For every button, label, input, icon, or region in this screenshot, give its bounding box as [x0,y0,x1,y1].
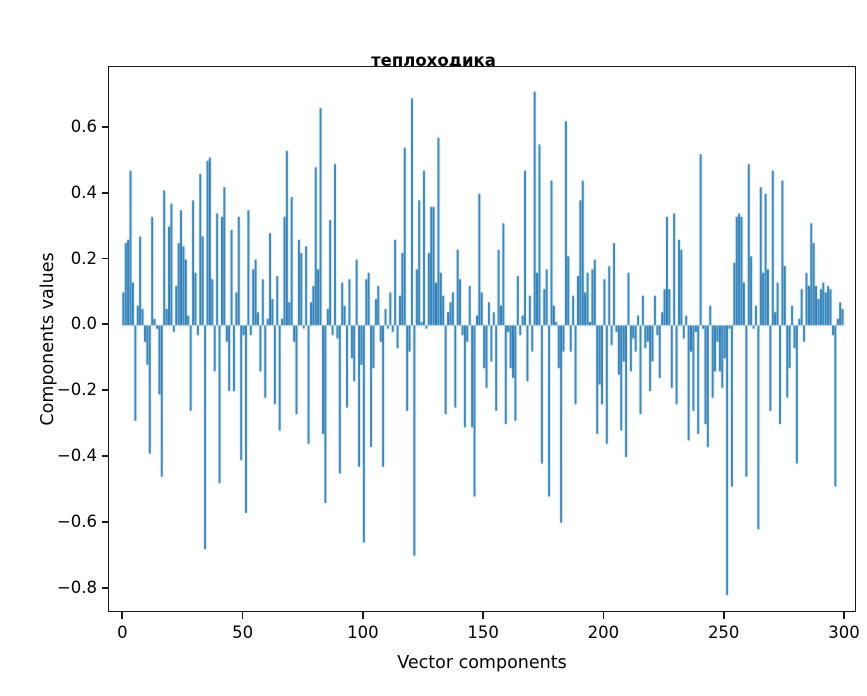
y-tick-label: −0.4 [56,446,97,465]
y-axis-label: Components values [38,252,58,426]
x-tick-label: 250 [707,623,740,642]
x-tick-mark [602,612,605,619]
x-tick-mark [241,612,244,619]
x-tick-label: 300 [828,623,860,642]
y-tick-label: −0.2 [56,380,97,400]
x-axis-label: Vector components [397,653,567,673]
y-tick-label: −0.6 [56,511,97,531]
x-tick-label: 0 [117,623,128,642]
x-tick-label: 50 [232,623,254,642]
bar-series [109,67,855,611]
x-tick-mark [843,612,845,619]
x-tick-label: 100 [347,623,379,642]
y-tick-label: −0.8 [56,577,97,597]
chart-title-line-1: теплоходика [371,51,496,70]
x-tick-label: 200 [587,623,620,642]
x-tick-mark [121,612,124,619]
x-tick-mark [482,612,485,619]
y-tick-label: 0.4 [70,182,97,202]
plot-area [108,66,856,612]
x-tick-mark [361,612,364,619]
y-tick-label: 0.2 [70,248,97,268]
y-tick-label: 0.0 [70,314,97,334]
x-tick-mark [722,612,725,619]
x-tick-label: 150 [467,623,499,642]
